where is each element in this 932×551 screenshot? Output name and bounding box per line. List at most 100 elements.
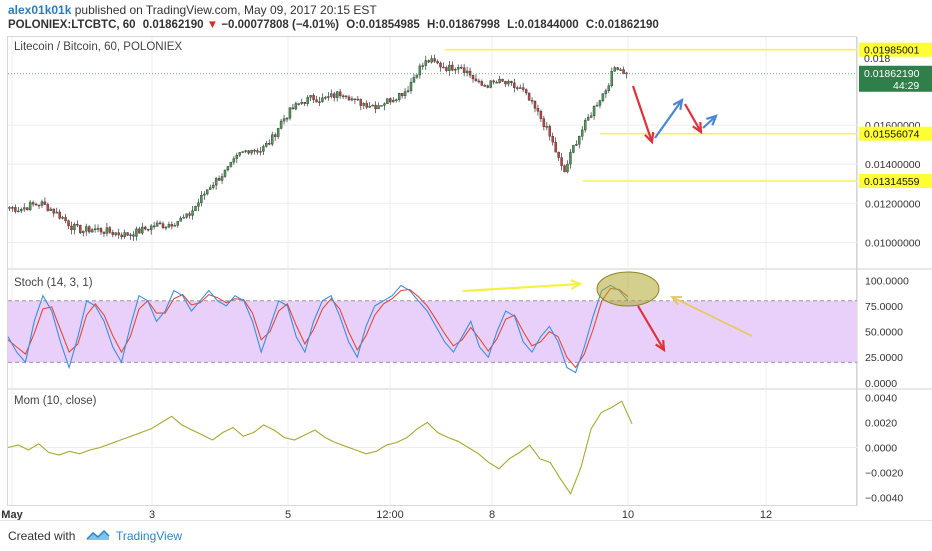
candle-body xyxy=(424,60,427,66)
candle-body xyxy=(315,99,318,103)
last-price-badge xyxy=(859,65,932,92)
candle-series xyxy=(8,54,628,241)
candle-body xyxy=(129,234,132,236)
candle-body xyxy=(430,58,433,63)
candle-body xyxy=(533,100,537,109)
candle-body xyxy=(303,102,306,104)
candle-body xyxy=(619,69,622,71)
candle-body xyxy=(548,126,551,137)
candle-body xyxy=(489,80,492,88)
candle-body xyxy=(592,105,596,117)
candle-body xyxy=(595,105,599,107)
candle-body xyxy=(471,74,475,80)
candle-body xyxy=(147,228,150,231)
candle-body xyxy=(40,201,44,206)
candle-body xyxy=(359,99,363,106)
publish-info: alex01k01k published on TradingView.com,… xyxy=(8,3,377,17)
candle-body xyxy=(300,102,303,104)
candle-body xyxy=(191,210,194,216)
candle-body xyxy=(67,220,70,227)
candle-body xyxy=(90,229,94,233)
candle-body xyxy=(347,96,351,101)
candle-body xyxy=(477,80,481,83)
candle-body xyxy=(138,228,141,234)
candle-body xyxy=(173,225,177,227)
candle-body xyxy=(288,107,292,119)
candle-body xyxy=(566,163,569,173)
candle-body xyxy=(445,67,448,71)
y-tick-label: 0.01000000 xyxy=(865,238,921,250)
candle-body xyxy=(495,81,498,84)
candle-body xyxy=(368,105,371,108)
mom-tick-label: −0.0040 xyxy=(865,493,903,505)
author-name[interactable]: alex01k01k xyxy=(8,3,72,17)
candle-body xyxy=(188,213,191,216)
open-label: O: xyxy=(346,19,359,31)
candle-body xyxy=(498,78,501,84)
candle-body xyxy=(350,98,354,101)
stoch-tick-label: 25.0000 xyxy=(865,352,903,364)
stoch-d-line xyxy=(7,287,629,369)
candle-body xyxy=(8,207,11,209)
candle-body xyxy=(79,224,82,234)
candle-body xyxy=(114,232,117,235)
candle-body xyxy=(480,81,484,86)
candle-body xyxy=(108,227,112,233)
candle-body xyxy=(507,80,510,85)
candle-body xyxy=(61,217,64,219)
tradingview-brand[interactable]: TradingView xyxy=(116,529,183,543)
candle-body xyxy=(504,80,507,85)
candle-body xyxy=(365,103,368,108)
candle-body xyxy=(179,217,182,222)
candle-body xyxy=(598,100,602,106)
candle-body xyxy=(321,97,324,102)
candle-body xyxy=(197,202,200,207)
candle-body xyxy=(265,143,268,147)
candle-body xyxy=(161,223,165,228)
candle-body xyxy=(217,178,221,181)
candle-body xyxy=(436,61,439,64)
candle-body xyxy=(11,207,14,209)
candle-body xyxy=(46,204,50,211)
candle-body xyxy=(214,178,218,186)
published-text: published on TradingView.com, May 09, 20… xyxy=(74,3,377,17)
orange-arrow xyxy=(671,296,753,337)
candle-body xyxy=(442,66,445,69)
candle-body xyxy=(73,224,76,230)
candle-body xyxy=(374,104,377,110)
red-arrow xyxy=(631,85,654,143)
candle-body xyxy=(433,58,436,62)
created-with-text: Created with xyxy=(8,529,76,543)
candle-body xyxy=(516,87,519,89)
candle-body xyxy=(465,70,469,73)
candle-body xyxy=(448,64,451,71)
candle-body xyxy=(380,105,383,107)
candle-body xyxy=(223,169,227,177)
high-value: 0.01867998 xyxy=(439,19,500,31)
x-tick-label: 12 xyxy=(760,509,772,520)
candle-body xyxy=(333,93,336,98)
candle-body xyxy=(167,224,171,228)
chart-header: alex01k01k published on TradingView.com,… xyxy=(0,0,932,36)
candle-body xyxy=(412,77,416,83)
candle-body xyxy=(513,82,516,88)
candle-body xyxy=(362,103,365,106)
candle-body xyxy=(312,95,315,100)
candle-body xyxy=(52,208,55,214)
close-label: C: xyxy=(585,19,599,31)
candle-body xyxy=(135,228,138,237)
candle-body xyxy=(96,228,100,230)
candle-body xyxy=(519,87,522,89)
candle-body xyxy=(539,111,543,119)
last-price: 0.01862190 xyxy=(142,19,204,31)
chart-canvas[interactable]: May 3 5 12:00 8 10 12 0.01000000 0.01200000 0.014… xyxy=(0,0,932,520)
red-arrow xyxy=(684,103,702,133)
candle-body xyxy=(454,69,457,71)
candle-body xyxy=(82,230,85,234)
candle-body xyxy=(247,150,250,154)
candle-body xyxy=(521,87,525,90)
candle-body xyxy=(353,98,357,101)
candle-body xyxy=(226,166,230,171)
open-value: 0.01854985 xyxy=(358,19,420,31)
candle-body xyxy=(457,67,460,70)
